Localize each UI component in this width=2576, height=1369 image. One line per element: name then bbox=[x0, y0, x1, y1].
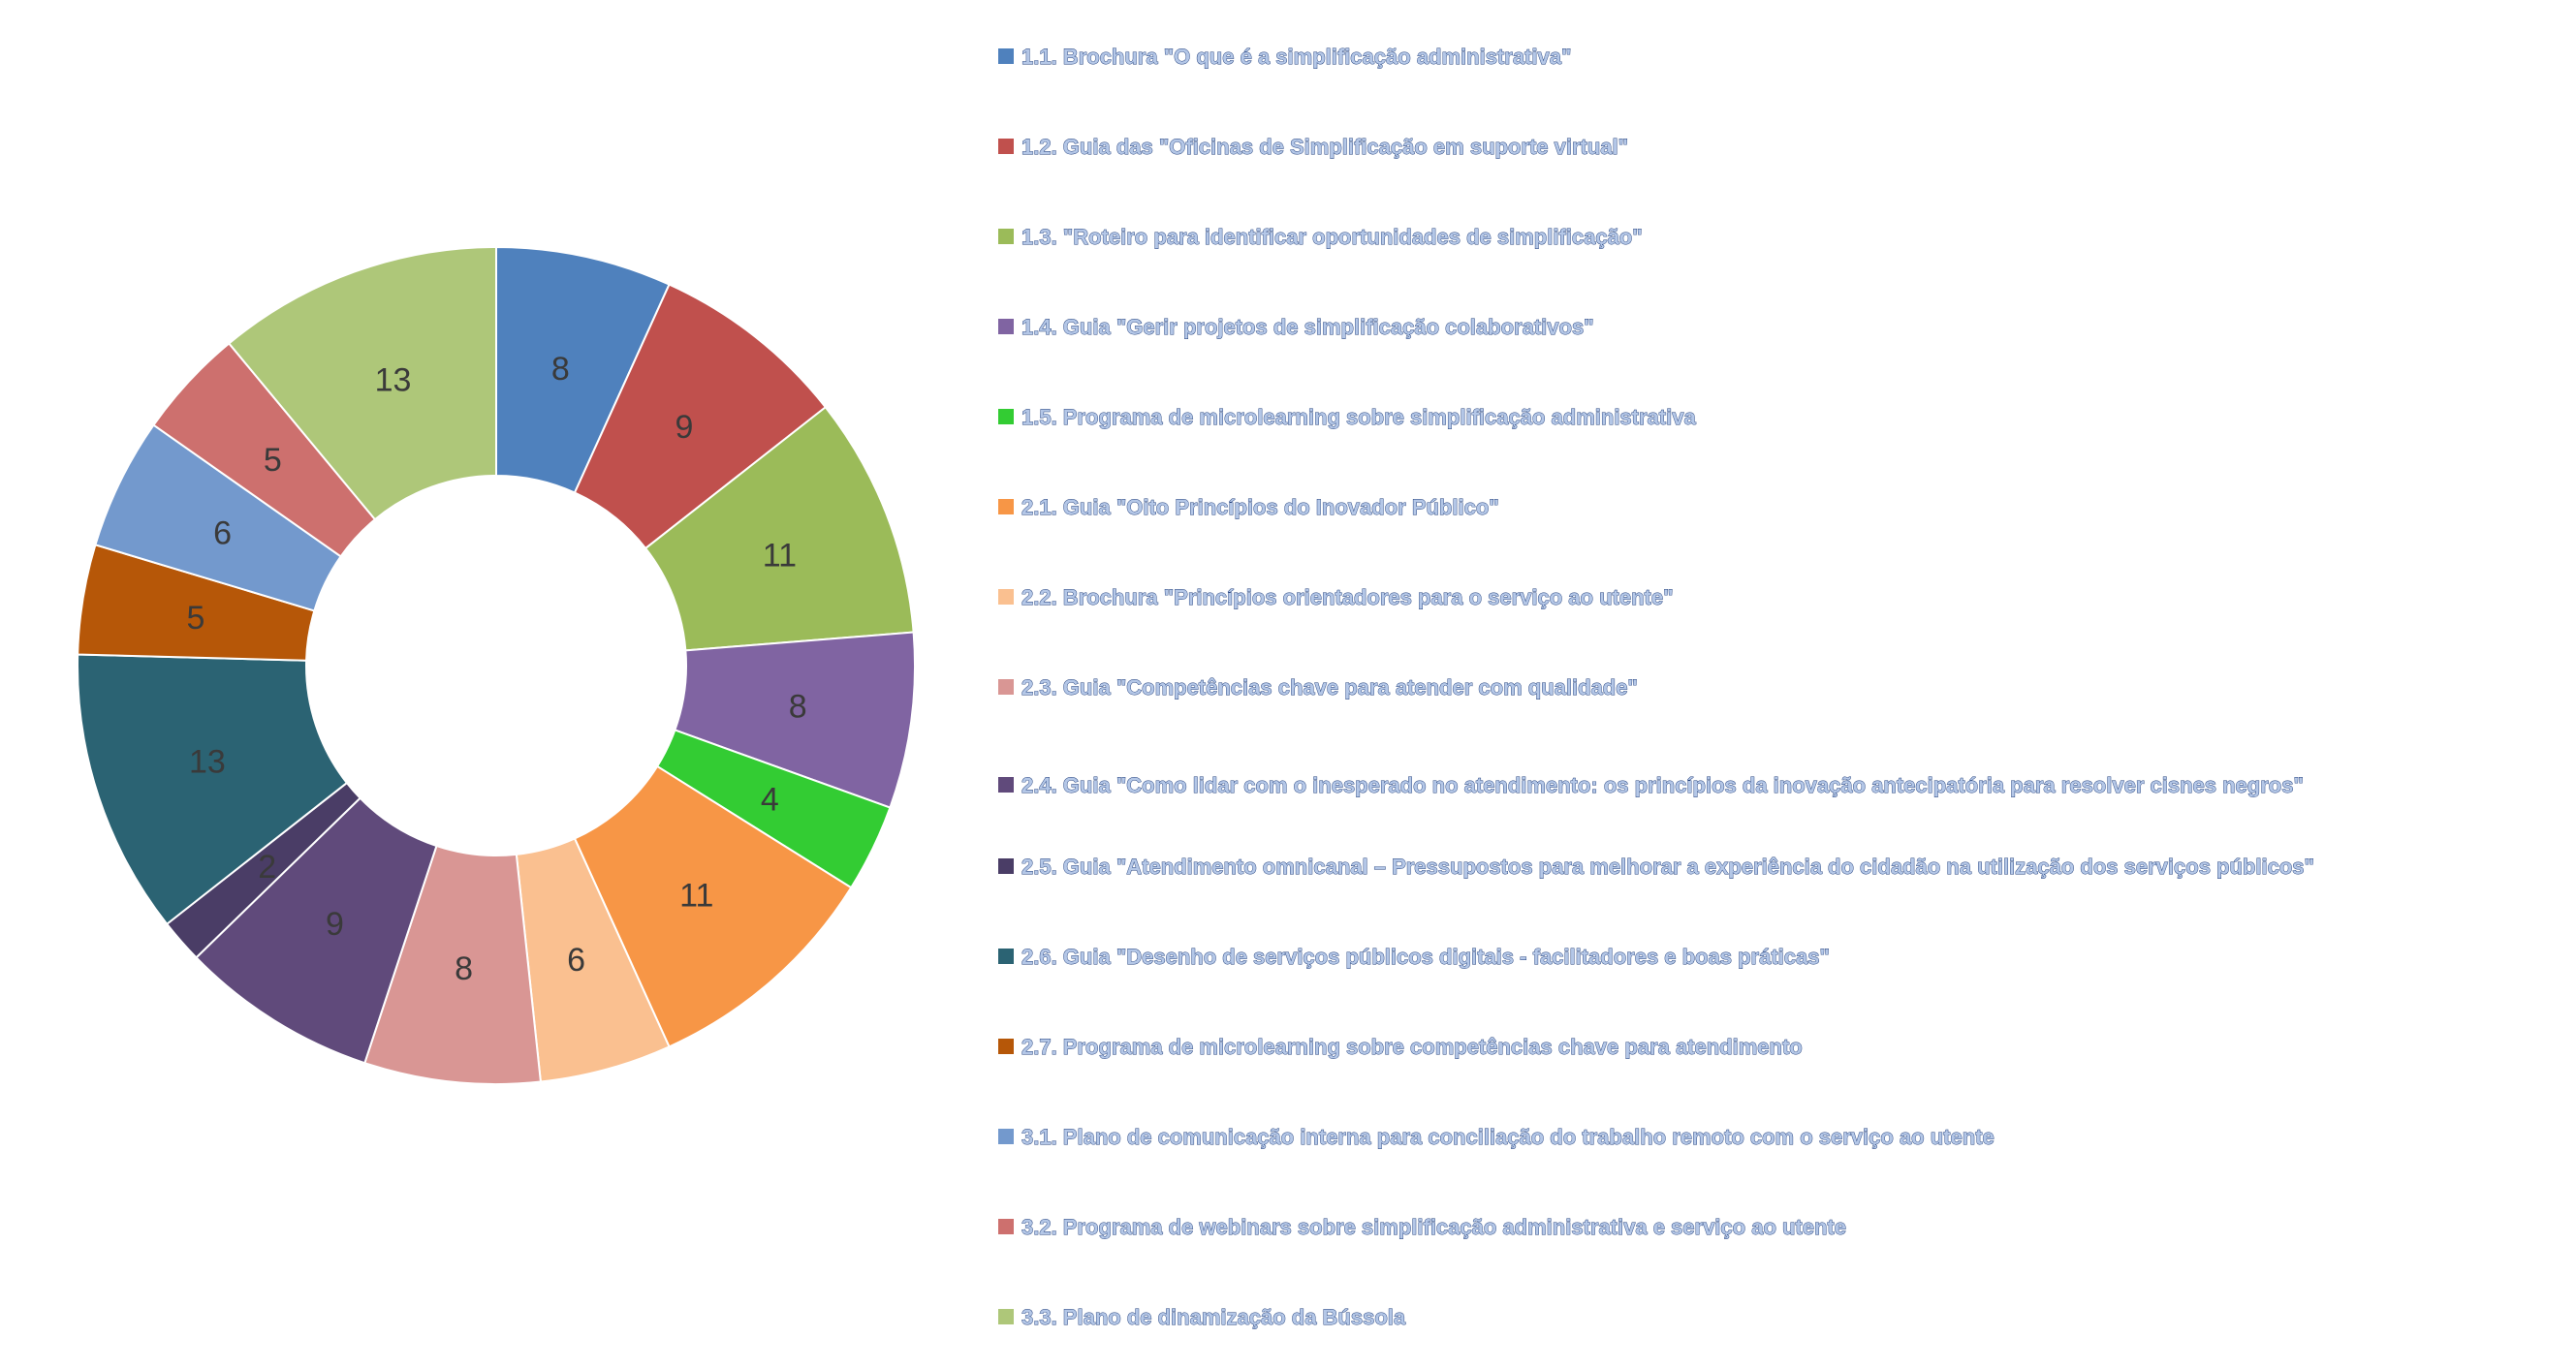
legend-swatch bbox=[998, 48, 1014, 64]
legend-swatch bbox=[998, 499, 1014, 514]
legend-item: 2.3. Guia "Competências chave para atend… bbox=[998, 675, 1638, 700]
legend-item: 2.5. Guia "Atendimento omnicanal – Press… bbox=[998, 855, 2314, 879]
legend-swatch bbox=[998, 319, 1014, 334]
legend-swatch bbox=[998, 1039, 1014, 1054]
slice-value-label: 13 bbox=[375, 362, 412, 399]
slice-value-label: 5 bbox=[187, 600, 205, 637]
slice-value-label: 2 bbox=[258, 849, 276, 886]
legend-label: 2.5. Guia "Atendimento omnicanal – Press… bbox=[1021, 855, 2314, 879]
legend-item: 1.1. Brochura "O que é a simplificação a… bbox=[998, 45, 1572, 69]
legend-item: 1.5. Programa de microlearning sobre sim… bbox=[998, 405, 1697, 429]
legend-label: 2.7. Programa de microlearning sobre com… bbox=[1021, 1035, 1803, 1059]
legend-label: 3.1. Plano de comunicação interna para c… bbox=[1021, 1125, 1995, 1149]
legend-label: 1.2. Guia das "Oficinas de Simplificação… bbox=[1021, 135, 1628, 159]
legend-item: 2.2. Brochura "Princípios orientadores p… bbox=[998, 585, 1674, 609]
donut-slices bbox=[77, 245, 916, 1085]
slice-value-label: 8 bbox=[455, 950, 473, 987]
donut-slice bbox=[573, 764, 853, 1048]
legend-label: 1.3. "Roteiro para identificar oportunid… bbox=[1021, 225, 1643, 249]
legend-label: 2.3. Guia "Competências chave para atend… bbox=[1021, 675, 1638, 700]
slice-value-label: 11 bbox=[679, 877, 713, 914]
slice-value-label: 9 bbox=[675, 409, 693, 446]
legend-swatch bbox=[998, 949, 1014, 964]
legend-item: 3.3. Plano de dinamização da Bússola bbox=[998, 1305, 1406, 1329]
slice-value-label: 6 bbox=[567, 942, 585, 979]
legend-swatch bbox=[998, 1129, 1014, 1144]
legend: 1.1. Brochura "O que é a simplificação a… bbox=[998, 45, 2314, 1329]
legend-item: 1.4. Guia "Gerir projetos de simplificaç… bbox=[998, 315, 1594, 339]
legend-swatch bbox=[998, 409, 1014, 424]
slice-value-label: 13 bbox=[189, 744, 226, 781]
legend-item: 1.2. Guia das "Oficinas de Simplificação… bbox=[998, 135, 1629, 159]
slice-value-label: 6 bbox=[213, 515, 232, 552]
legend-swatch bbox=[998, 589, 1014, 605]
legend-item: 2.4. Guia "Como lidar com o inesperado n… bbox=[998, 773, 2304, 797]
legend-label: 2.1. Guia "Oito Princípios do Inovador P… bbox=[1021, 495, 1499, 519]
legend-item: 2.7. Programa de microlearning sobre com… bbox=[998, 1035, 1803, 1059]
legend-swatch bbox=[998, 679, 1014, 695]
legend-swatch bbox=[998, 1309, 1014, 1324]
donut-slice bbox=[77, 653, 349, 926]
legend-swatch bbox=[998, 139, 1014, 154]
legend-swatch bbox=[998, 858, 1014, 874]
legend-swatch bbox=[998, 229, 1014, 244]
legend-item: 3.2. Programa de webinars sobre simplifi… bbox=[998, 1215, 1846, 1239]
legend-label: 3.2. Programa de webinars sobre simplifi… bbox=[1021, 1215, 1846, 1239]
legend-label: 1.5. Programa de microlearning sobre sim… bbox=[1021, 405, 1696, 429]
legend-label: 2.4. Guia "Como lidar com o inesperado n… bbox=[1021, 773, 2304, 797]
legend-swatch bbox=[998, 777, 1014, 793]
legend-label: 2.6. Guia "Desenho de serviços públicos … bbox=[1021, 945, 1830, 969]
legend-label: 1.4. Guia "Gerir projetos de simplificaç… bbox=[1021, 315, 1594, 339]
donut-slice bbox=[644, 405, 915, 652]
slice-value-label: 11 bbox=[763, 538, 797, 575]
slice-value-label: 9 bbox=[326, 906, 344, 943]
legend-item: 2.6. Guia "Desenho de serviços públicos … bbox=[998, 945, 1830, 969]
legend-swatch bbox=[998, 1219, 1014, 1234]
slice-value-label: 8 bbox=[789, 689, 807, 726]
legend-item: 3.1. Plano de comunicação interna para c… bbox=[998, 1125, 1995, 1149]
donut-slice bbox=[227, 245, 497, 521]
slice-value-label: 8 bbox=[551, 351, 570, 388]
legend-label: 3.3. Plano de dinamização da Bússola bbox=[1021, 1305, 1406, 1329]
legend-label: 2.2. Brochura "Princípios orientadores p… bbox=[1021, 585, 1674, 609]
legend-label: 1.1. Brochura "O que é a simplificação a… bbox=[1021, 45, 1571, 69]
legend-item: 2.1. Guia "Oito Princípios do Inovador P… bbox=[998, 495, 1499, 519]
legend-item: 1.3. "Roteiro para identificar oportunid… bbox=[998, 225, 1643, 249]
slice-value-label: 4 bbox=[761, 781, 779, 818]
slice-value-label: 5 bbox=[264, 442, 282, 479]
